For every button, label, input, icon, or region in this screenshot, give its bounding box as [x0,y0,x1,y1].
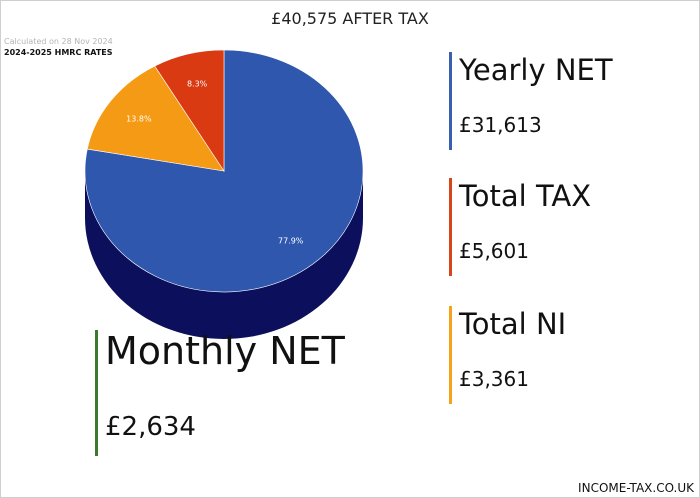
tax-year-rates: 2024-2025 HMRC RATES [4,48,113,57]
total-ni-block: Total NI £3,361 [449,306,566,404]
calculated-date: Calculated on 28 Nov 2024 [4,37,113,46]
monthly-net-label: Monthly NET [105,329,345,373]
pie-slice-1 [86,65,225,172]
monthly-net-value: £2,634 [105,412,196,442]
monthly-net-block: Monthly NET £2,634 [95,330,345,456]
yearly-net-block: Yearly NET £31,613 [449,52,613,150]
pie-label-0: 77.9% [278,237,304,246]
yearly-net-label: Yearly NET [459,53,613,87]
total-tax-block: Total TAX £5,601 [449,178,591,276]
pie-label-2: 8.3% [187,79,208,88]
yearly-net-value: £31,613 [459,113,542,137]
site-link[interactable]: INCOME-TAX.CO.UK [578,481,694,495]
total-ni-label: Total NI [459,307,567,341]
total-tax-label: Total TAX [459,179,592,213]
pie-label-1: 13.8% [126,115,152,124]
pie-side-wall [85,171,363,339]
chart-title: £40,575 AFTER TAX [271,9,429,28]
total-tax-value: £5,601 [459,239,529,263]
total-ni-value: £3,361 [459,367,529,391]
pie-slice-2 [154,49,225,172]
